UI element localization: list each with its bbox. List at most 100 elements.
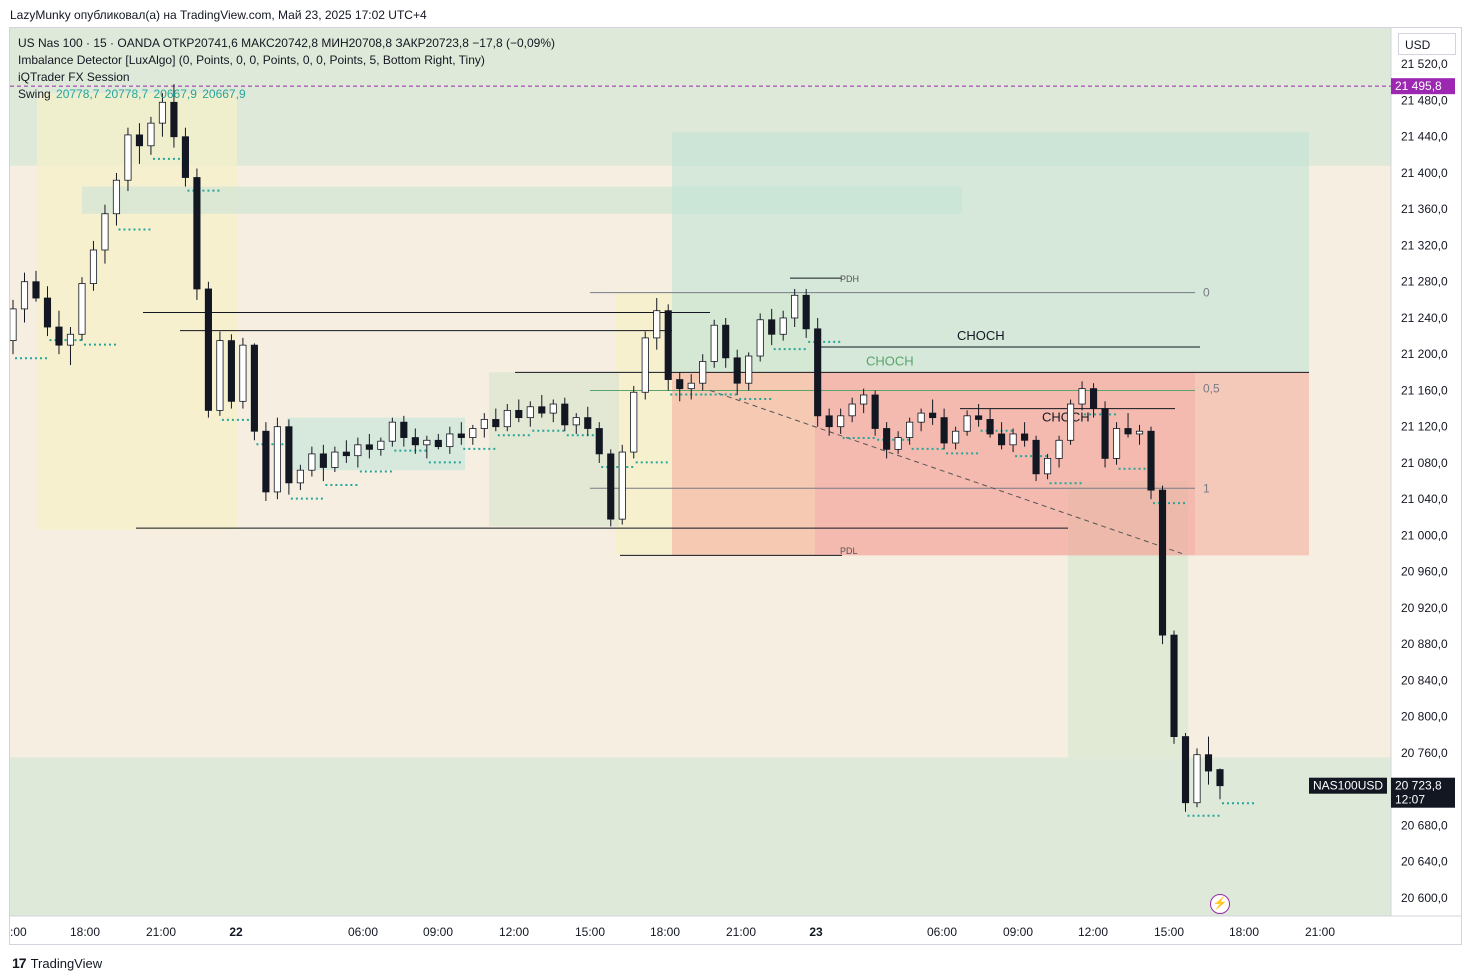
x-tick-label: 06:00 xyxy=(927,925,957,939)
swing-value: 20778,7 xyxy=(56,87,100,101)
candle xyxy=(561,403,569,426)
x-tick-label: 15:00 xyxy=(1154,925,1184,939)
indicator-session[interactable]: iQTrader FX Session xyxy=(18,70,130,84)
candle xyxy=(112,179,121,215)
y-tick-label: 21 320,0 xyxy=(1401,238,1448,252)
candle xyxy=(43,297,52,328)
annotation-label: PDH xyxy=(840,274,859,284)
x-tick-label: 21:00 xyxy=(726,925,756,939)
candle xyxy=(1089,388,1098,409)
candle xyxy=(101,213,109,251)
candle xyxy=(929,412,937,419)
candle xyxy=(871,394,879,429)
price-chart[interactable]: 21 520,0 21 480,0 21 440,0 21 400,0 21 360,0… xyxy=(10,28,1462,944)
y-tick-label: 21 280,0 xyxy=(1401,275,1448,289)
candle xyxy=(975,415,983,420)
candle xyxy=(1124,428,1132,435)
candle xyxy=(469,428,477,438)
candle xyxy=(1078,388,1086,405)
candle xyxy=(204,288,212,411)
footer-brand[interactable]: 17 TradingView xyxy=(12,955,102,971)
annotation-label: CHOCH xyxy=(957,328,1005,343)
candle xyxy=(1009,433,1017,446)
candle xyxy=(641,337,649,393)
y-tick-label: 20 800,0 xyxy=(1401,710,1448,724)
symbol-tag xyxy=(1309,777,1387,794)
x-tick-label: 12:00 xyxy=(1078,925,1108,939)
candle xyxy=(446,433,454,448)
candle xyxy=(1021,433,1029,441)
candle xyxy=(963,415,971,432)
candle xyxy=(411,437,419,446)
candle xyxy=(170,101,178,138)
target-zone xyxy=(672,132,1309,373)
annotation-label: 0,5 xyxy=(1203,382,1220,396)
candle xyxy=(526,406,534,419)
candle xyxy=(998,433,1006,446)
candle xyxy=(32,281,40,299)
candle xyxy=(480,419,488,429)
annotation-label: 1 xyxy=(1203,481,1210,495)
candle xyxy=(733,357,741,384)
candle xyxy=(216,340,224,411)
y-tick-label: 20 640,0 xyxy=(1401,855,1448,869)
y-tick-label: 21 520,0 xyxy=(1401,57,1448,71)
y-tick-label: 20 760,0 xyxy=(1401,746,1448,760)
candle xyxy=(503,409,511,428)
candle xyxy=(158,101,166,124)
candle xyxy=(1101,408,1109,459)
candle xyxy=(285,426,293,484)
candle xyxy=(653,310,661,339)
x-tick-label: 18:00 xyxy=(1229,925,1259,939)
swing-value: 20667,9 xyxy=(153,87,197,101)
indicator-swing[interactable]: Swing 20778,7 20778,7 20667,9 20667,9 xyxy=(18,86,555,103)
candle xyxy=(78,283,86,335)
candle xyxy=(1055,439,1063,459)
candle xyxy=(779,317,787,335)
candle xyxy=(331,451,339,468)
price-tag xyxy=(1391,78,1455,95)
candle xyxy=(607,453,615,520)
y-tick-label: 21 240,0 xyxy=(1401,311,1448,325)
y-tick-label: 21 120,0 xyxy=(1401,420,1448,434)
candle xyxy=(1216,769,1224,787)
symbol-ohlc-line[interactable]: US Nas 100 · 15 · OANDA ОТКР20741,6 МАКС… xyxy=(18,36,555,50)
candle xyxy=(710,324,718,362)
candle xyxy=(1067,403,1075,441)
candle xyxy=(66,333,75,346)
candle xyxy=(400,421,408,438)
x-tick-label: :00 xyxy=(10,925,27,939)
candle xyxy=(10,308,17,342)
candle xyxy=(883,428,891,450)
candle xyxy=(630,391,638,453)
candle xyxy=(1044,458,1052,475)
candle xyxy=(986,419,994,435)
candle xyxy=(860,394,868,405)
candle xyxy=(894,437,902,450)
candle xyxy=(1147,430,1155,491)
indicator-imbalance-detector[interactable]: Imbalance Detector [LuxAlgo] (0, Points,… xyxy=(18,53,485,67)
x-tick-label: 12:00 xyxy=(499,925,529,939)
candle xyxy=(388,421,396,442)
annotation-label: CHOCH xyxy=(866,353,914,368)
candle xyxy=(124,134,132,181)
y-tick-label: 21 000,0 xyxy=(1401,528,1448,542)
candle xyxy=(1135,430,1144,435)
candle xyxy=(423,439,431,446)
lightning-icon[interactable]: ⚡ xyxy=(1210,894,1230,914)
annotation-label: PDL xyxy=(840,546,858,556)
price-tag xyxy=(1391,777,1455,808)
candle xyxy=(687,382,695,390)
candle xyxy=(664,310,672,380)
candle xyxy=(699,361,707,384)
y-tick-label: 20 960,0 xyxy=(1401,565,1448,579)
currency-button[interactable]: USD xyxy=(1398,33,1456,55)
candle xyxy=(319,453,327,468)
y-tick-label: 21 400,0 xyxy=(1401,166,1448,180)
candle xyxy=(756,319,764,357)
candle xyxy=(239,344,247,402)
x-tick-label: 09:00 xyxy=(423,925,453,939)
publisher-line: LazyMunky опубликовал(а) на TradingView.… xyxy=(10,8,427,22)
candle xyxy=(595,428,603,455)
candle xyxy=(296,469,304,484)
